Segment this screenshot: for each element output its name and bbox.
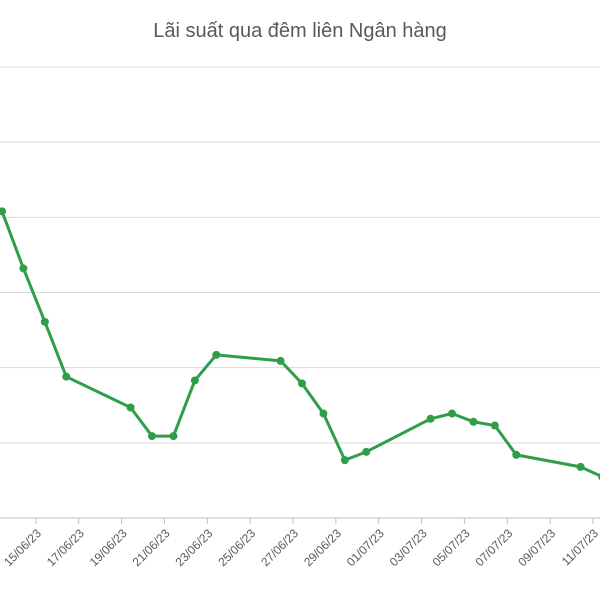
line — [0, 210, 600, 478]
point — [426, 414, 435, 423]
point — [469, 417, 478, 426]
x-tick-label: 13/06/23 — [0, 526, 1, 569]
point — [148, 432, 156, 441]
point — [362, 447, 371, 456]
x-tick-label: 03/07/23 — [387, 526, 430, 569]
x-tick-label: 05/07/23 — [430, 526, 473, 569]
point — [19, 264, 28, 273]
point — [319, 409, 328, 418]
point — [212, 350, 221, 359]
x-tick-label: 15/06/23 — [1, 526, 44, 569]
x-tick-label: 09/07/23 — [515, 526, 558, 569]
x-tick-label: 23/06/23 — [172, 526, 215, 569]
point — [40, 317, 49, 326]
x-tick-label: 19/06/23 — [87, 526, 130, 569]
point — [298, 379, 306, 388]
x-tick-label: 27/06/23 — [258, 526, 301, 569]
point — [276, 356, 285, 365]
point — [190, 376, 199, 385]
point — [448, 409, 456, 418]
x-tick-label: 21/06/23 — [130, 526, 173, 569]
x-tick-label: 29/06/23 — [301, 526, 344, 569]
x-tick-label: 01/07/23 — [344, 526, 387, 569]
x-tick-label: 11/07/23 — [559, 526, 600, 569]
point — [512, 450, 521, 459]
point — [0, 207, 6, 216]
point — [169, 432, 178, 441]
chart-title: Lãi suất qua đêm liên Ngân hàng — [153, 20, 447, 42]
point — [576, 462, 585, 471]
x-tick-label: 07/07/23 — [472, 526, 515, 569]
point — [126, 403, 135, 412]
point — [490, 421, 499, 430]
x-tick-label: 25/06/23 — [215, 526, 258, 569]
point — [62, 372, 71, 381]
point — [340, 456, 349, 465]
x-tick-label: 17/06/23 — [44, 526, 87, 569]
